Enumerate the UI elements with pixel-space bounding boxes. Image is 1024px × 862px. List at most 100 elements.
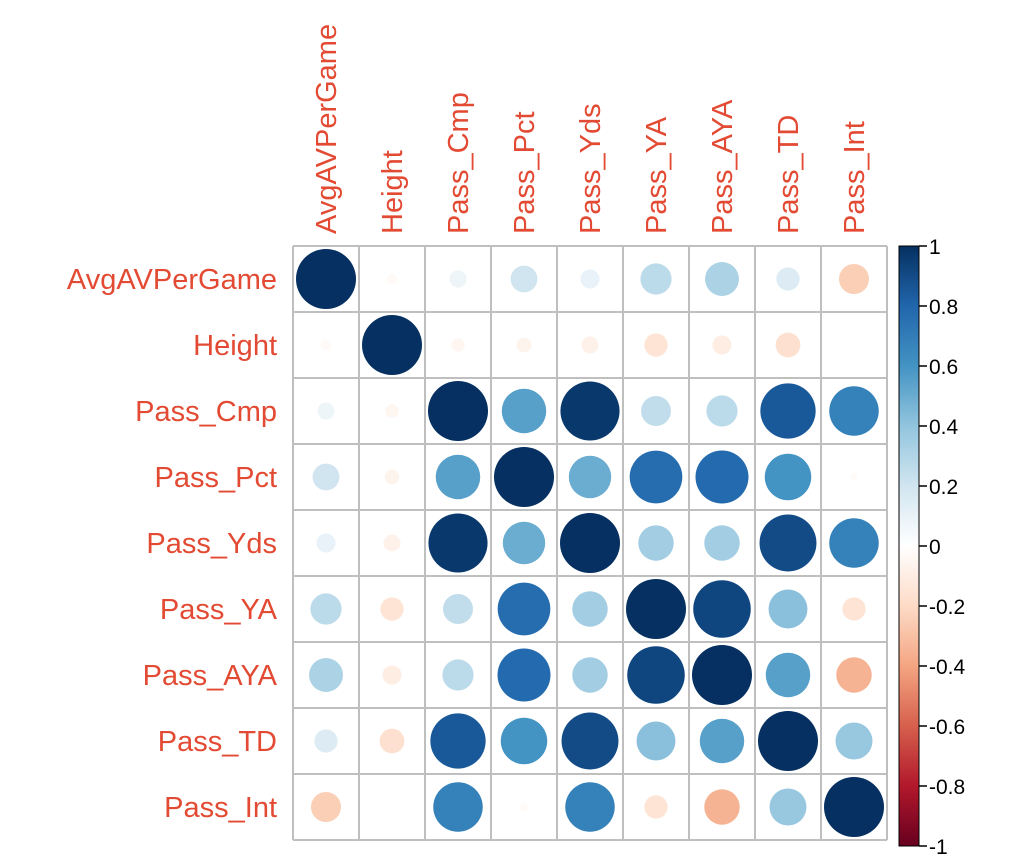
correlation-circle-Pass_AYA-Pass_AYA — [692, 645, 752, 705]
colorbar-tick-label: 1 — [929, 236, 941, 259]
correlation-circle-Height-Pass_AYA — [712, 335, 732, 355]
row-label: Pass_TD — [158, 726, 277, 758]
colorbar-tick-label: 0.4 — [929, 416, 959, 439]
correlation-circle-Pass_YA-Pass_Yds — [572, 591, 608, 627]
correlation-circle-Pass_Cmp-Pass_TD — [760, 383, 816, 439]
correlation-circle-Pass_TD-Pass_Pct — [500, 717, 548, 765]
correlation-circle-Pass_TD-AvgAVPerGame — [314, 729, 338, 753]
row-label: AvgAVPerGame — [67, 264, 277, 296]
correlation-circle-AvgAVPerGame-Pass_YA — [640, 263, 672, 295]
correlation-circle-Height-Pass_Yds — [581, 336, 599, 354]
correlation-circle-Pass_YA-Pass_Cmp — [443, 594, 473, 624]
correlation-circle-Pass_Int-Pass_YA — [644, 795, 668, 819]
correlation-circle-Pass_Int-Pass_TD — [769, 788, 807, 826]
cell-grid — [292, 245, 888, 841]
column-label: Pass_Int — [839, 121, 871, 234]
correlation-circle-Height-Pass_YA — [644, 333, 668, 357]
correlation-circle-Pass_YA-Pass_AYA — [693, 580, 751, 638]
correlation-circle-Pass_Int-Pass_AYA — [704, 789, 740, 825]
correlation-circle-Pass_TD-Pass_AYA — [699, 718, 745, 764]
colorbar-tick-label: -0.4 — [929, 656, 966, 679]
correlation-circle-Pass_YA-Pass_YA — [626, 579, 686, 639]
correlation-circle-Pass_Cmp-Pass_YA — [641, 396, 671, 426]
correlation-circle-Pass_Yds-AvgAVPerGame — [316, 533, 336, 553]
correlation-circle-Pass_TD-Pass_Cmp — [430, 713, 486, 769]
correlation-circle-Pass_Pct-Pass_YA — [629, 450, 683, 504]
row-label: Pass_AYA — [143, 660, 278, 692]
row-label: Pass_Int — [164, 792, 277, 824]
correlation-circle-Pass_Yds-Pass_AYA — [704, 525, 740, 561]
correlation-circle-Pass_Yds-Pass_Cmp — [428, 513, 488, 573]
correlation-circle-AvgAVPerGame-Pass_AYA — [705, 262, 739, 296]
correlation-circle-Pass_Pct-Pass_TD — [764, 453, 812, 501]
column-label: Pass_TD — [773, 115, 805, 234]
correlation-circle-Pass_Int-Pass_Int — [824, 777, 884, 837]
row-label: Pass_Yds — [146, 528, 277, 560]
correlation-circle-Pass_Int-Pass_Cmp — [433, 782, 483, 832]
column-label: Height — [377, 150, 409, 234]
correlation-circle-Pass_Pct-Height — [384, 469, 400, 485]
correlation-circle-Pass_Int-AvgAVPerGame — [311, 792, 341, 822]
column-labels: AvgAVPerGame Height Pass_Cmp Pass_Pct Pass_Y… — [311, 24, 871, 234]
correlation-circle-Height-Pass_Cmp — [451, 338, 465, 352]
colorbar-gradient — [898, 245, 920, 847]
correlation-circle-AvgAVPerGame-Pass_Cmp — [449, 270, 467, 288]
row-label: Pass_Pct — [155, 462, 278, 494]
row-labels: AvgAVPerGame Height Pass_Cmp Pass_Pct Pass_Y… — [67, 264, 278, 824]
row-label: Pass_YA — [160, 594, 278, 626]
correlation-circles — [296, 249, 884, 837]
correlation-circle-Pass_Cmp-Pass_Cmp — [428, 381, 488, 441]
correlation-circle-Pass_AYA-Height — [382, 665, 402, 685]
column-label: AvgAVPerGame — [311, 24, 343, 234]
correlation-circle-Pass_Pct-AvgAVPerGame — [312, 463, 340, 491]
correlation-circle-Pass_TD-Height — [379, 728, 405, 754]
correlation-circle-Pass_TD-Pass_Yds — [561, 712, 619, 770]
correlation-circle-Pass_AYA-Pass_Int — [836, 657, 872, 693]
correlation-circle-Pass_Pct-Pass_Cmp — [435, 454, 481, 500]
colorbar-tick-label: 0 — [929, 536, 941, 559]
column-label: Pass_Pct — [509, 112, 541, 235]
correlation-circle-AvgAVPerGame-Height — [386, 273, 398, 285]
row-label: Pass_Cmp — [135, 396, 277, 428]
correlation-circle-Pass_Yds-Pass_Int — [829, 518, 879, 568]
row-label: Height — [193, 330, 277, 362]
correlation-circle-Pass_Yds-Pass_YA — [638, 525, 674, 561]
colorbar: 1 0.8 0.6 0.4 0.2 0 -0.2 -0.4 -0.6 -0.8 -1 — [898, 236, 966, 859]
correlation-circle-Pass_TD-Pass_TD — [758, 711, 818, 771]
correlation-circle-Pass_Yds-Pass_Pct — [502, 521, 546, 565]
correlation-circle-Pass_TD-Pass_YA — [636, 721, 676, 761]
correlation-circle-Pass_Cmp-Pass_Yds — [560, 381, 620, 441]
correlation-circle-Pass_Cmp-Pass_Pct — [501, 388, 547, 434]
correlation-circle-Pass_Yds-Pass_Yds — [560, 513, 620, 573]
correlation-circle-Pass_AYA-AvgAVPerGame — [309, 658, 343, 692]
correlation-circle-Pass_AYA-Pass_Cmp — [442, 659, 474, 691]
colorbar-tick-label: -0.8 — [929, 776, 965, 799]
correlation-circle-AvgAVPerGame-Pass_Int — [839, 264, 869, 294]
column-label: Pass_AYA — [707, 99, 739, 234]
correlation-circle-Pass_Yds-Pass_TD — [759, 514, 817, 572]
correlation-circle-Pass_Int-Pass_Pct — [519, 802, 529, 812]
colorbar-tick-label: 0.2 — [929, 476, 958, 499]
correlation-circle-AvgAVPerGame-Pass_Yds — [580, 269, 600, 289]
correlation-circle-Pass_Cmp-Pass_AYA — [706, 395, 738, 427]
colorbar-tick-label: 0.6 — [929, 356, 958, 379]
colorbar-tick-label: -1 — [929, 836, 948, 859]
correlation-circle-Pass_Pct-Pass_AYA — [695, 450, 749, 504]
correlation-circle-Pass_Yds-Height — [383, 534, 401, 552]
correlation-circle-Pass_YA-Pass_TD — [768, 589, 808, 629]
correlation-circle-Pass_AYA-Pass_Yds — [572, 657, 608, 693]
correlation-circle-Height-Pass_Pct — [516, 337, 532, 353]
correlation-circle-Pass_TD-Pass_Int — [835, 722, 873, 760]
correlation-circle-Height-AvgAVPerGame — [320, 339, 332, 351]
correlation-circle-Pass_Pct-Pass_Int — [849, 472, 859, 482]
correlation-circle-Pass_YA-Height — [380, 597, 404, 621]
column-label: Pass_YA — [641, 116, 673, 234]
correlation-circle-Pass_Pct-Pass_Yds — [568, 455, 612, 499]
correlation-circle-Pass_AYA-Pass_YA — [627, 646, 685, 704]
column-label: Pass_Yds — [575, 103, 607, 234]
correlation-circle-AvgAVPerGame-Pass_Pct — [510, 265, 538, 293]
correlation-circle-Pass_YA-AvgAVPerGame — [310, 593, 342, 625]
correlation-circle-Pass_Cmp-Height — [385, 404, 399, 418]
correlation-circle-Pass_AYA-Pass_TD — [765, 652, 811, 698]
